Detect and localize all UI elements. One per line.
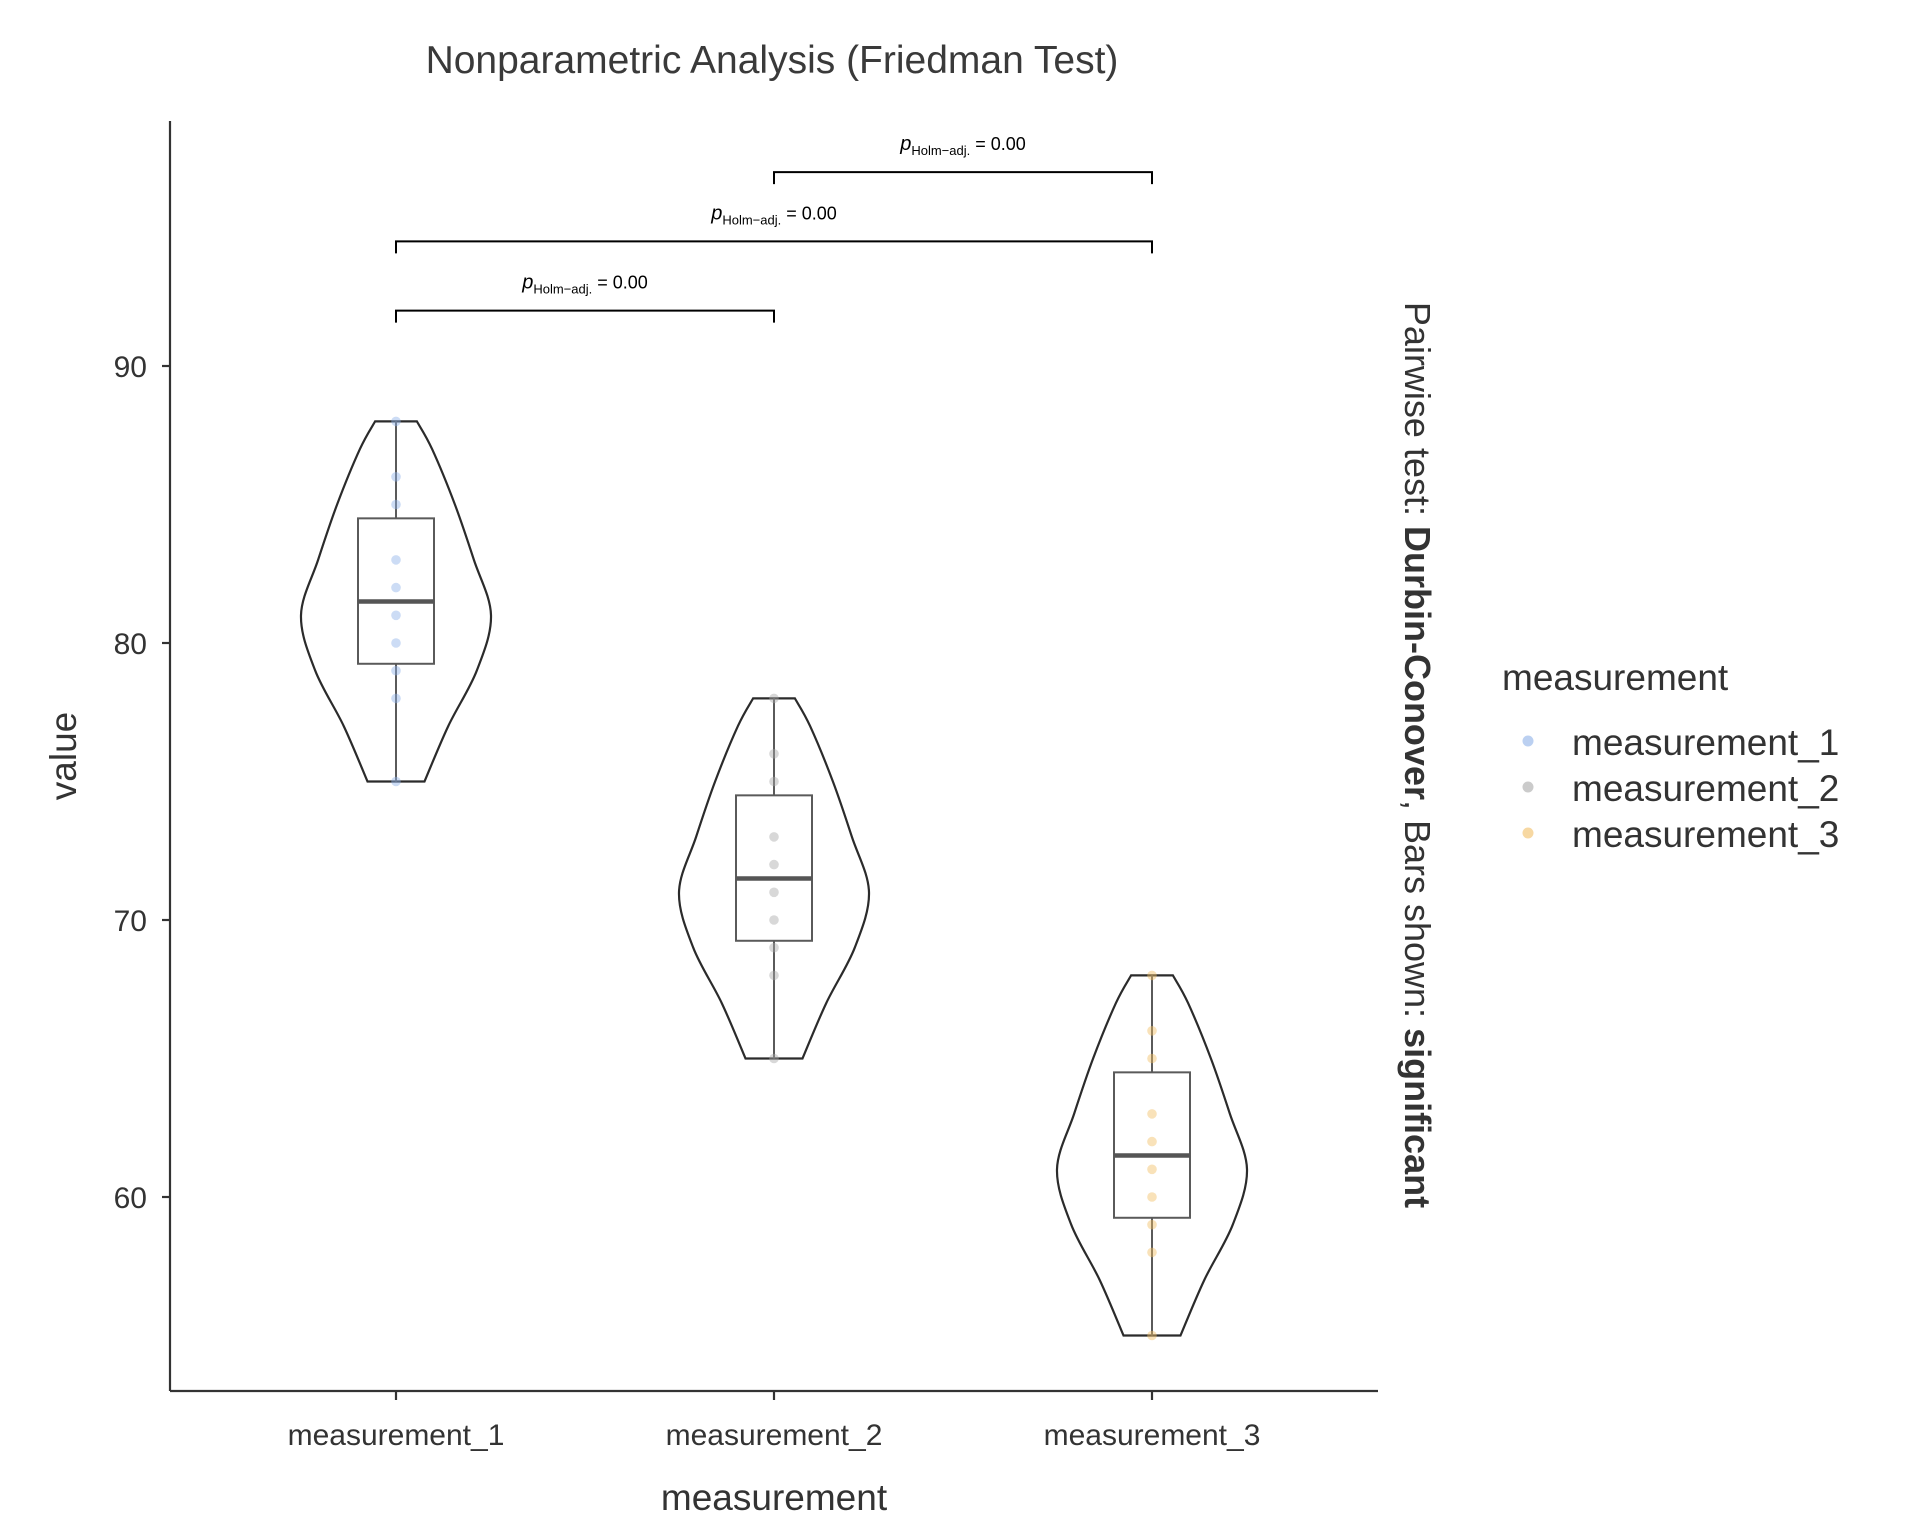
comparison-bracket: [395, 240, 1153, 254]
data-point: [769, 832, 779, 842]
data-point: [769, 915, 779, 925]
data-point: [1147, 970, 1157, 981]
y-tick-label: 90: [114, 351, 147, 384]
y-tick-label: 60: [114, 1182, 147, 1215]
caption-prefix: Pairwise test:: [1397, 302, 1438, 526]
data-point: [1147, 1219, 1157, 1230]
boxplot-layer: [357, 421, 1191, 1336]
legend-key-measurement_1: [1522, 735, 1534, 747]
violin-measurement_1: [299, 420, 493, 783]
data-point: [391, 555, 401, 565]
points-layer: [391, 416, 1157, 1341]
x-axis-title: measurement: [661, 1477, 888, 1518]
y-axis-ticks: 60 70 80 90: [114, 351, 170, 1215]
data-point: [391, 582, 401, 593]
data-point: [769, 970, 779, 981]
p-subscript: Holm−adj.: [533, 282, 592, 297]
box-measurement_2: [735, 794, 813, 942]
caption-shown: significant: [1397, 1028, 1438, 1208]
data-point: [769, 942, 779, 953]
legend-key-measurement_2: [1522, 781, 1534, 793]
caption-middle: , Bars shown:: [1397, 800, 1438, 1028]
data-point: [1147, 1026, 1157, 1036]
comparison-p-label: pHolm−adj. = 0.00: [899, 133, 1026, 158]
legend-label: measurement_3: [1572, 814, 1839, 855]
data-point: [1147, 1136, 1157, 1147]
data-point: [1147, 1109, 1157, 1119]
x-tick-label: measurement_1: [288, 1419, 505, 1452]
p-symbol: p: [899, 133, 911, 155]
data-point: [769, 887, 779, 898]
caption-test-name: Durbin-Conover: [1397, 526, 1438, 800]
x-tick-label: measurement_3: [1044, 1419, 1261, 1452]
legend-label: measurement_1: [1572, 722, 1839, 763]
x-tick-label: measurement_2: [666, 1419, 883, 1452]
data-point: [391, 638, 401, 648]
violin-layer: [299, 420, 1249, 1337]
comparison-bracket: [395, 309, 775, 323]
data-point: [391, 610, 401, 621]
legend: measurement measurement_1 measurement_2me…: [1502, 657, 1839, 855]
data-point: [391, 472, 401, 482]
p-symbol: p: [710, 202, 722, 224]
comparison-bracket: [773, 171, 1153, 185]
y-axis-title: value: [43, 712, 84, 800]
x-axis-ticks: measurement_1 measurement_2 measurement_3: [288, 1391, 1261, 1452]
chart-title: Nonparametric Analysis (Friedman Test): [426, 39, 1119, 82]
legend-label: measurement_2: [1572, 768, 1839, 809]
box-measurement_3: [1113, 1071, 1191, 1219]
box-measurement_1: [357, 517, 435, 665]
p-subscript: Holm−adj.: [911, 143, 970, 158]
data-point: [1147, 1330, 1157, 1341]
data-point: [769, 1053, 779, 1064]
comparison-p-label: pHolm−adj. = 0.00: [521, 272, 648, 297]
pairwise-caption: Pairwise test: Durbin-Conover, Bars show…: [1397, 302, 1438, 1208]
data-point: [391, 776, 401, 787]
data-point: [391, 665, 401, 676]
data-point: [1147, 1164, 1157, 1175]
p-symbol: p: [521, 272, 533, 294]
legend-key-measurement_3: [1522, 827, 1534, 839]
p-subscript: Holm−adj.: [722, 212, 781, 227]
y-tick-label: 80: [114, 628, 147, 661]
data-point: [391, 693, 401, 704]
p-value: = 0.00: [970, 134, 1026, 154]
data-point: [1147, 1053, 1157, 1064]
data-point: [1147, 1192, 1157, 1202]
comparison-p-label: pHolm−adj. = 0.00: [710, 202, 837, 227]
data-point: [769, 776, 779, 787]
data-point: [769, 859, 779, 870]
y-tick-label: 70: [114, 905, 147, 938]
data-point: [1147, 1247, 1157, 1258]
data-point: [391, 416, 401, 427]
p-value: = 0.00: [781, 203, 837, 223]
p-value: = 0.00: [592, 273, 648, 293]
data-point: [391, 499, 401, 510]
legend-title: measurement: [1502, 657, 1729, 698]
violin-measurement_2: [677, 697, 871, 1060]
violin-measurement_3: [1055, 974, 1249, 1337]
data-point: [769, 749, 779, 759]
data-point: [769, 693, 779, 704]
